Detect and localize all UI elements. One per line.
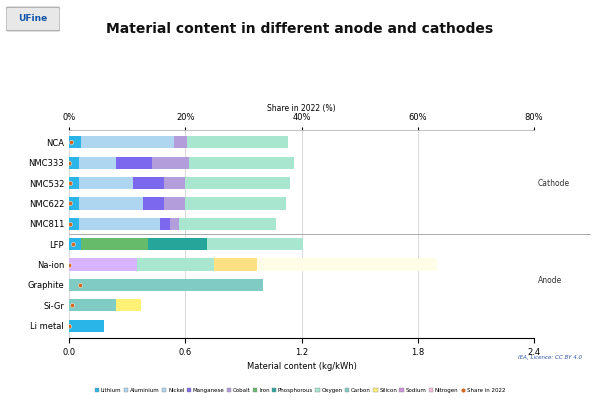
Bar — [69, 136, 80, 148]
Bar — [164, 197, 185, 210]
FancyBboxPatch shape — [6, 7, 60, 31]
Bar — [69, 197, 79, 210]
Bar — [214, 258, 253, 271]
Bar — [69, 218, 79, 230]
Bar — [80, 238, 148, 250]
Bar — [115, 299, 140, 312]
Bar — [79, 156, 115, 169]
Text: Anode: Anode — [538, 276, 562, 286]
Bar — [69, 279, 263, 291]
X-axis label: Material content (kg/kWh): Material content (kg/kWh) — [247, 362, 356, 371]
Bar — [69, 299, 115, 312]
Bar — [69, 156, 79, 169]
Bar — [173, 136, 187, 148]
Legend: Lithium, Aluminium, Nickel, Manganese, Cobalt, Iron, Phosphorous, Oxygen, Carbon: Lithium, Aluminium, Nickel, Manganese, C… — [92, 386, 508, 395]
Bar — [214, 258, 257, 271]
Bar — [189, 156, 294, 169]
Bar — [187, 136, 288, 148]
X-axis label: Share in 2022 (%): Share in 2022 (%) — [267, 104, 336, 112]
Bar — [69, 258, 137, 271]
Bar — [137, 258, 214, 271]
Bar — [185, 177, 290, 189]
Bar — [69, 238, 80, 250]
Bar — [257, 258, 437, 271]
Bar — [133, 177, 164, 189]
Bar — [69, 320, 104, 332]
Bar — [179, 218, 277, 230]
Bar — [185, 197, 286, 210]
Text: Material content in different anode and cathodes: Material content in different anode and … — [106, 22, 494, 36]
Bar — [79, 218, 160, 230]
Bar — [206, 238, 304, 250]
Bar — [79, 177, 133, 189]
Bar — [170, 218, 179, 230]
Bar — [79, 197, 143, 210]
Text: UFine: UFine — [19, 14, 47, 23]
Bar — [160, 218, 170, 230]
Bar — [69, 177, 79, 189]
Text: Cathode: Cathode — [538, 178, 570, 188]
Bar — [148, 238, 206, 250]
Bar — [115, 156, 152, 169]
Bar — [152, 156, 189, 169]
Bar — [80, 136, 173, 148]
Text: IEA, Licence: CC BY 4.0: IEA, Licence: CC BY 4.0 — [518, 355, 582, 360]
Bar — [143, 197, 164, 210]
Bar — [164, 177, 185, 189]
